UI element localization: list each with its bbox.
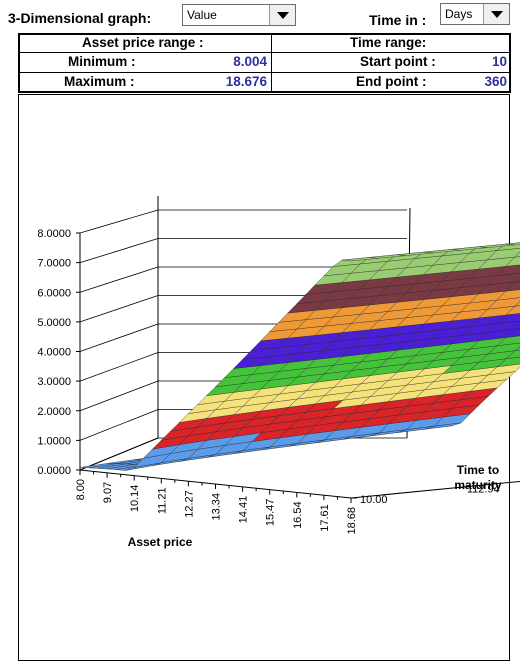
time-unit-label: Time in :: [369, 12, 427, 28]
x-tick-label: 12.27: [183, 490, 195, 518]
z-tick-label: 0.0000: [37, 465, 71, 477]
grid-line-left: [79, 352, 159, 382]
x-tick-label: 16.54: [292, 501, 304, 529]
x-tick-label: 9.07: [102, 482, 114, 503]
minimum-value: 8.004: [233, 54, 267, 69]
x-tick-label: 14.41: [238, 496, 250, 524]
grid-line-left: [79, 295, 159, 323]
time-range-title: Time range:: [350, 35, 427, 50]
grid-line-left: [79, 209, 159, 234]
graph-type-label: 3-Dimensional graph:: [8, 10, 152, 26]
maximum-value: 18.676: [225, 74, 267, 89]
x-tick-label: 8.00: [75, 479, 87, 500]
asset-range-title: Asset price range :: [82, 35, 204, 50]
surface-chart-area: [18, 94, 510, 661]
start-point-value: 10: [491, 54, 507, 69]
grid-line-left: [79, 266, 159, 293]
floor-edge: [79, 437, 159, 471]
x-tick-label: 17.61: [319, 504, 331, 532]
z-tick-label: 5.0000: [37, 317, 71, 329]
z-tick-label: 8.0000: [37, 228, 71, 240]
y-tick-label: 112.94: [467, 484, 500, 496]
grid-line-left: [79, 238, 159, 264]
grid-line-left: [79, 409, 159, 441]
chevron-down-icon: [277, 12, 289, 19]
x-tick-label: 18.68: [346, 507, 358, 535]
x-tick-label: 10.14: [129, 485, 141, 513]
chevron-down-icon: [491, 11, 503, 18]
graph-type-value: Value: [187, 8, 217, 22]
graph-type-dropdown[interactable]: Value: [182, 4, 296, 26]
z-tick-label: 7.0000: [37, 258, 71, 270]
x-tick-label: 15.47: [265, 499, 277, 527]
z-tick-label: 6.0000: [37, 287, 71, 299]
time-unit-dropdown[interactable]: Days: [440, 3, 510, 25]
maximum-label: Maximum :: [64, 74, 135, 89]
start-point-label: Start point :: [360, 54, 436, 69]
z-tick-label: 3.0000: [37, 376, 71, 388]
y-axis-title-line2: maturity: [454, 478, 502, 492]
grid-line-left: [79, 323, 159, 352]
x-tick-label: 11.21: [156, 487, 168, 514]
range-table: Asset price range : Time range: Minimum …: [18, 33, 511, 93]
y-tick-label: 10.00: [360, 494, 388, 506]
z-tick-label: 2.0000: [37, 406, 71, 418]
y-axis-line: [350, 480, 520, 499]
time-unit-dropdown-button[interactable]: [483, 4, 509, 24]
graph-type-dropdown-button[interactable]: [269, 5, 295, 25]
grid-line-left: [79, 380, 159, 412]
end-point-value: 360: [484, 74, 507, 89]
x-tick-label: 13.34: [211, 493, 223, 521]
x-axis-title: Asset price: [128, 535, 193, 549]
surface-patch: [341, 257, 379, 262]
time-unit-value: Days: [445, 7, 473, 21]
y-axis-title: Time to: [457, 463, 499, 477]
z-tick-label: 4.0000: [37, 347, 71, 359]
z-tick-label: 1.0000: [37, 435, 71, 447]
minimum-label: Minimum :: [68, 54, 136, 69]
end-point-label: End point :: [356, 74, 427, 89]
